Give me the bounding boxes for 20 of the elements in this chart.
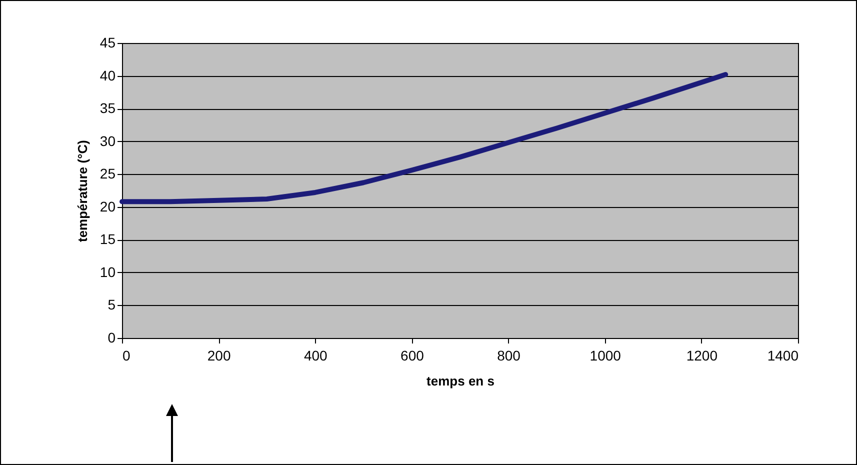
- y-tick-label: 0: [108, 330, 116, 346]
- y-tick-label: 25: [100, 166, 116, 182]
- y-tick-label: 10: [100, 264, 116, 280]
- x-tick-label: 200: [207, 348, 231, 364]
- x-tick-label: 1400: [767, 348, 799, 364]
- x-tick-label: 1200: [686, 348, 718, 364]
- y-axis-title: température (°C): [74, 140, 90, 242]
- x-tick-label: 600: [400, 348, 424, 364]
- y-tick-label: 5: [108, 296, 116, 313]
- x-tick-label: 1000: [590, 348, 622, 364]
- y-tick-label: 35: [100, 100, 116, 116]
- x-axis-title: temps en s: [426, 374, 494, 388]
- y-tick-label: 45: [100, 34, 116, 50]
- x-tick-label: 0: [122, 348, 130, 364]
- x-tick-label: 800: [497, 348, 521, 364]
- y-tick-label: 30: [100, 132, 116, 149]
- y-tick-label: 40: [100, 67, 116, 84]
- y-tick-label: 20: [100, 198, 116, 214]
- y-tick-label: 15: [100, 231, 116, 248]
- x-tick-label: 400: [304, 348, 328, 364]
